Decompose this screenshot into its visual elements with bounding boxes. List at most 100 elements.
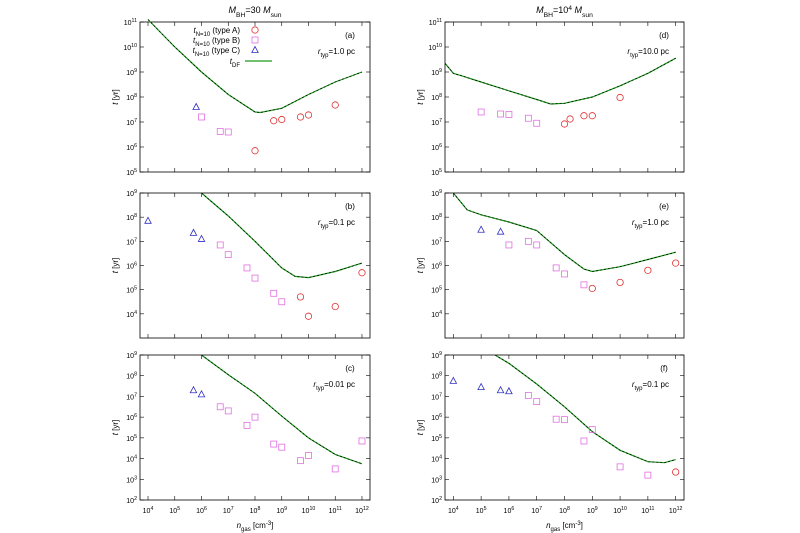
x-tick-label: 109 [587,506,598,515]
legend-label: tN=10 (type A) [193,26,240,38]
marker-type-b [358,437,366,445]
y-tick-label: 109 [431,68,442,77]
y-tick-label: 107 [431,392,442,401]
y-tick-label: 106 [126,413,137,422]
y-tick-label: 107 [431,237,442,246]
marker-type-b [270,289,278,297]
y-axis-label: t [yr] [416,258,425,274]
marker-type-c [477,225,485,233]
marker-type-a [331,101,339,109]
y-tick-label: 104 [431,455,442,464]
column-title: MBH=30 Msun [228,5,281,19]
marker-type-a [560,120,569,128]
legend-marker-a [251,26,259,34]
y-tick-label: 109 [126,189,137,198]
y-tick-label: 106 [126,262,137,271]
marker-type-a [304,111,313,119]
marker-type-a [588,284,596,293]
marker-type-a [278,115,286,124]
marker-type-b [224,251,232,259]
marker-type-b [270,440,278,448]
r-typ-annotation: rtyp=0.01 pc [313,380,355,392]
marker-type-b [331,465,339,473]
y-tick-label: 1010 [123,43,137,52]
marker-type-b [561,416,568,424]
marker-type-b [552,264,560,272]
marker-type-b [533,119,541,127]
legend-marker-c [251,45,259,53]
y-tick-label: 1010 [428,43,442,52]
panel-b: 104 105 106 107 108 109 t [yr] (b) rtyp=0.1 pc [111,189,371,339]
x-tick-label: 1011 [641,506,654,515]
x-tick-label: 104 [448,506,459,515]
y-tick-label: 102 [126,496,137,505]
marker-type-b [251,274,259,282]
marker-type-b [278,443,286,451]
marker-type-b [644,471,652,479]
x-tick-label: 108 [250,506,261,515]
marker-type-b [524,114,532,122]
panel-label: (b) [345,202,355,211]
y-tick-label: 108 [431,93,442,102]
df-curve-dash [453,192,676,272]
y-tick-label: 105 [126,434,137,443]
legend: tN=10 (type A)tN=10 (type B)tN=10 (type … [193,26,272,69]
y-tick-label: 105 [431,434,442,443]
df-curve [444,57,676,105]
x-tick-label: 106 [196,506,207,515]
y-tick-label: 107 [431,118,442,127]
y-tick-label: 106 [431,143,442,152]
r-typ-annotation: rtyp=10.0 pc [627,47,669,59]
plot-frame [139,21,371,173]
df-curve-dash [494,354,676,464]
x-tick-label: 107 [531,506,542,515]
marker-type-b [533,241,541,249]
marker-type-c [449,376,458,384]
y-axis-label: t [yr] [111,89,120,105]
r-typ-annotation: rtyp=0.1 pc [632,380,669,392]
marker-type-a [566,115,574,123]
y-tick-label: 103 [431,475,442,484]
x-tick-label: 108 [559,506,570,515]
marker-type-b [497,110,504,118]
panel-label: (a) [345,31,355,40]
df-curve-dash [201,192,363,278]
y-tick-label: 108 [126,372,137,381]
plot-frame [444,21,685,173]
panel-d: 105 106 107 108 109 1010 1011 t [yr] (d) rtyp=10.… [416,18,685,177]
y-tick-label: 108 [126,213,137,222]
x-tick-label: 1012 [355,506,369,515]
r-typ-annotation: rtyp=1.0 pc [632,218,669,230]
x-tick-label: 105 [476,506,487,515]
panel-c: 104 105 106 107 108 109 1010 1011 1012 102 103 104 1… [111,351,371,515]
y-axis-label: t [yr] [416,420,425,436]
x-tick-label: 109 [276,506,287,515]
marker-type-b [216,241,224,249]
r-typ-annotation: rtyp=0.1 pc [318,218,355,230]
df-curve-dash [201,354,363,465]
x-tick-label: 1010 [613,506,627,515]
marker-type-b [297,457,304,465]
y-tick-label: 107 [126,237,137,246]
marker-type-b [524,237,532,245]
y-tick-label: 1011 [124,18,137,27]
marker-type-b [305,452,312,459]
y-tick-label: 104 [126,455,137,464]
marker-type-c [189,228,198,236]
df-curve [494,354,676,464]
marker-type-a [644,266,652,274]
panel-a: 105 106 107 108 109 1010 1011 t [yr] (a) rtyp=1.0… [111,18,371,177]
panel-label: (f) [660,364,668,373]
marker-type-c [144,216,152,224]
panel-label: (e) [659,202,669,211]
marker-type-a [588,112,596,120]
y-tick-label: 102 [431,496,442,505]
marker-type-a [358,269,366,277]
marker-type-a [296,293,305,301]
y-tick-label: 108 [431,372,442,381]
marker-type-a [304,312,313,320]
x-axis-label: ngas [cm-3] [237,521,274,533]
y-tick-label: 104 [126,310,137,319]
y-tick-label: 105 [126,286,137,295]
marker-type-a [672,259,680,267]
